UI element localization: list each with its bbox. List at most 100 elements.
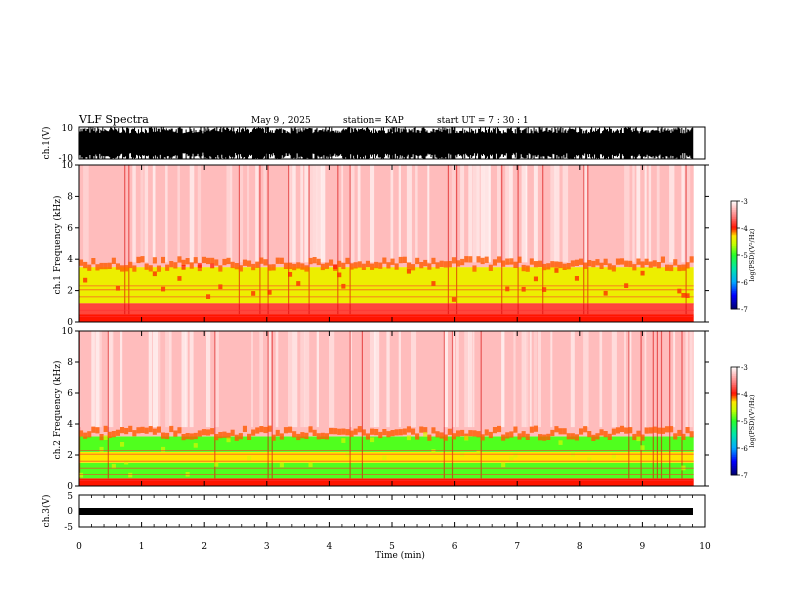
spectrogram-edge <box>197 430 202 437</box>
colorbar-step <box>731 242 737 245</box>
spectrogram-edge <box>509 431 514 438</box>
spectrogram-edge <box>660 427 665 434</box>
spectrogram-edge <box>370 428 375 435</box>
colorbar-step <box>731 201 737 204</box>
colorbar-step <box>731 258 737 261</box>
frequency-tick-label: 8 <box>67 192 73 202</box>
spectrogram-edge <box>115 263 120 270</box>
colorbar-tick-label: -7 <box>741 306 748 314</box>
spectrogram-edge <box>275 257 280 264</box>
spectrogram-edge <box>255 261 260 268</box>
spectrogram-streak <box>488 165 491 263</box>
spectrogram-edge <box>689 431 694 438</box>
spectrogram-streak <box>427 165 430 263</box>
spectrogram-edge <box>640 434 645 441</box>
spectrogram-edge <box>156 426 161 433</box>
spectrogram-edge <box>427 263 432 270</box>
spectrogram-edge <box>308 426 313 433</box>
colorbar-step <box>731 388 737 391</box>
ch2-colorbar: -3 -4 -5 -6 -7 log(PSD)(V²/Hz) <box>730 364 756 480</box>
spectrogram-spike <box>451 331 454 479</box>
spectrogram-edge <box>513 426 518 433</box>
spectrogram-streak <box>304 165 309 263</box>
spectrogram-edge <box>517 433 522 440</box>
spectrogram-streak <box>99 331 102 428</box>
colorbar-step <box>731 385 737 388</box>
ch1-waveform-panel: 10 -10 ch.1(V) <box>41 124 706 164</box>
frequency-tick-label: 8 <box>67 358 73 368</box>
colorbar-step <box>731 278 737 281</box>
frequency-tick-label: 2 <box>67 451 73 461</box>
spectrogram-streak <box>329 331 335 428</box>
colorbar-step <box>731 467 737 470</box>
spectrogram-edge <box>681 264 686 271</box>
colorbar-step <box>731 231 737 234</box>
colorbar-step <box>731 457 737 460</box>
colorbar-step <box>731 292 737 295</box>
colorbar-step <box>731 224 737 227</box>
colorbar-step <box>731 451 737 454</box>
spectrogram-spike <box>517 165 519 315</box>
colorbar-step <box>731 262 737 265</box>
colorbar-step <box>731 428 737 431</box>
spectrogram-edge <box>165 264 170 271</box>
spectrogram-streak <box>349 165 355 263</box>
spectrogram-edge <box>497 425 502 433</box>
spectrogram-edge <box>628 427 633 434</box>
colorbar-tick-label: -7 <box>741 472 748 480</box>
spectrogram-edge <box>456 430 461 437</box>
spectrogram-edge <box>484 429 489 436</box>
colorbar-step <box>731 458 737 461</box>
spectrogram-streak <box>583 331 589 428</box>
spectrogram-edge <box>103 262 108 270</box>
spectrogram-edge <box>87 264 92 271</box>
colorbar-step <box>731 206 737 209</box>
figure-title: VLF Spectra <box>78 113 149 126</box>
spectrogram-edge <box>275 429 280 437</box>
spectrogram-streak <box>669 165 675 263</box>
spectrogram-spike <box>308 165 310 315</box>
spectrogram-streak <box>189 165 195 263</box>
ch1-spectrogram-ylabel: ch.1 Frequency (kHz) <box>52 196 63 295</box>
spectrogram-band <box>79 436 694 452</box>
spectrogram-edge <box>320 263 325 271</box>
start-time-label: start UT = 7 : 30 : 1 <box>437 116 529 126</box>
spectrogram-edge <box>480 257 485 265</box>
colorbar-step <box>731 244 737 247</box>
colorbar-tick-label: -4 <box>741 391 748 399</box>
spectrogram-patch <box>423 432 428 437</box>
time-tick-label: 4 <box>327 542 333 552</box>
spectrogram-edge <box>353 428 358 435</box>
spectrogram-patch <box>161 286 166 292</box>
colorbar-step <box>731 473 737 476</box>
spectrogram-edge <box>402 428 407 435</box>
spectrogram-spike <box>267 165 269 315</box>
colorbar-step <box>731 386 737 389</box>
spectrogram-patch <box>382 455 387 461</box>
spectrogram-edge <box>107 431 112 438</box>
colorbar-step <box>731 255 737 258</box>
colorbar-step <box>731 439 737 442</box>
spectrogram-band <box>79 165 694 268</box>
colorbar-step <box>731 383 737 386</box>
spectrogram-streak <box>263 165 267 263</box>
spectrogram-patch <box>554 268 559 273</box>
spectrogram-edge <box>665 264 670 271</box>
spectrogram-edge <box>382 257 387 264</box>
spectrogram-edge <box>615 427 620 434</box>
spectrogram-streak <box>480 165 485 263</box>
spectrogram-streak <box>165 165 168 263</box>
spectrogram-streak <box>599 331 603 428</box>
spectrogram-edge <box>673 259 678 266</box>
spectrogram-spike <box>685 165 687 315</box>
ch3-ytick-mid: 0 <box>67 507 73 517</box>
spectrogram-spike <box>107 331 109 479</box>
spectrogram-edge <box>406 426 411 433</box>
spectrogram-edge <box>484 256 489 263</box>
spectrogram-edge <box>329 259 334 266</box>
spectrogram-edge <box>599 262 604 269</box>
colorbar-step <box>731 401 737 404</box>
spectrogram-patch <box>296 281 301 286</box>
date-label: May 9 , 2025 <box>251 116 311 126</box>
colorbar-step <box>731 413 737 416</box>
